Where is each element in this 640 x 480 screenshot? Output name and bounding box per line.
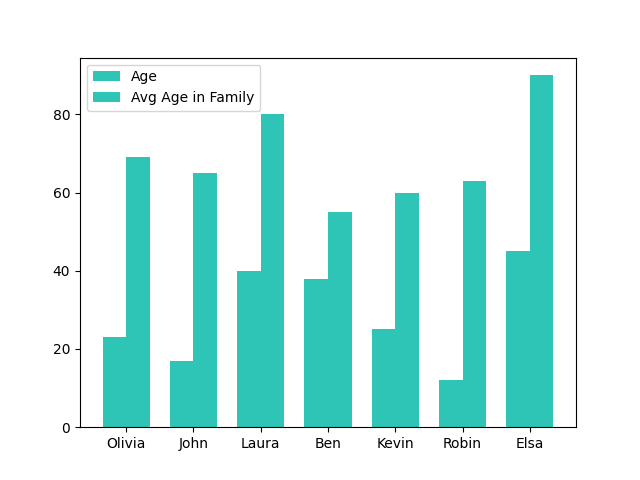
Bar <box>530 75 554 427</box>
Bar <box>328 212 351 427</box>
Bar <box>372 329 396 427</box>
Bar <box>170 360 193 427</box>
Bar <box>305 278 328 427</box>
Legend: Age, Avg Age in Family: Age, Avg Age in Family <box>87 64 260 110</box>
Bar <box>102 337 126 427</box>
Bar <box>463 181 486 427</box>
Bar <box>193 173 217 427</box>
Bar <box>506 251 530 427</box>
Bar <box>260 114 284 427</box>
Bar <box>439 380 463 427</box>
Bar <box>126 157 150 427</box>
Bar <box>237 271 260 427</box>
Bar <box>396 192 419 427</box>
